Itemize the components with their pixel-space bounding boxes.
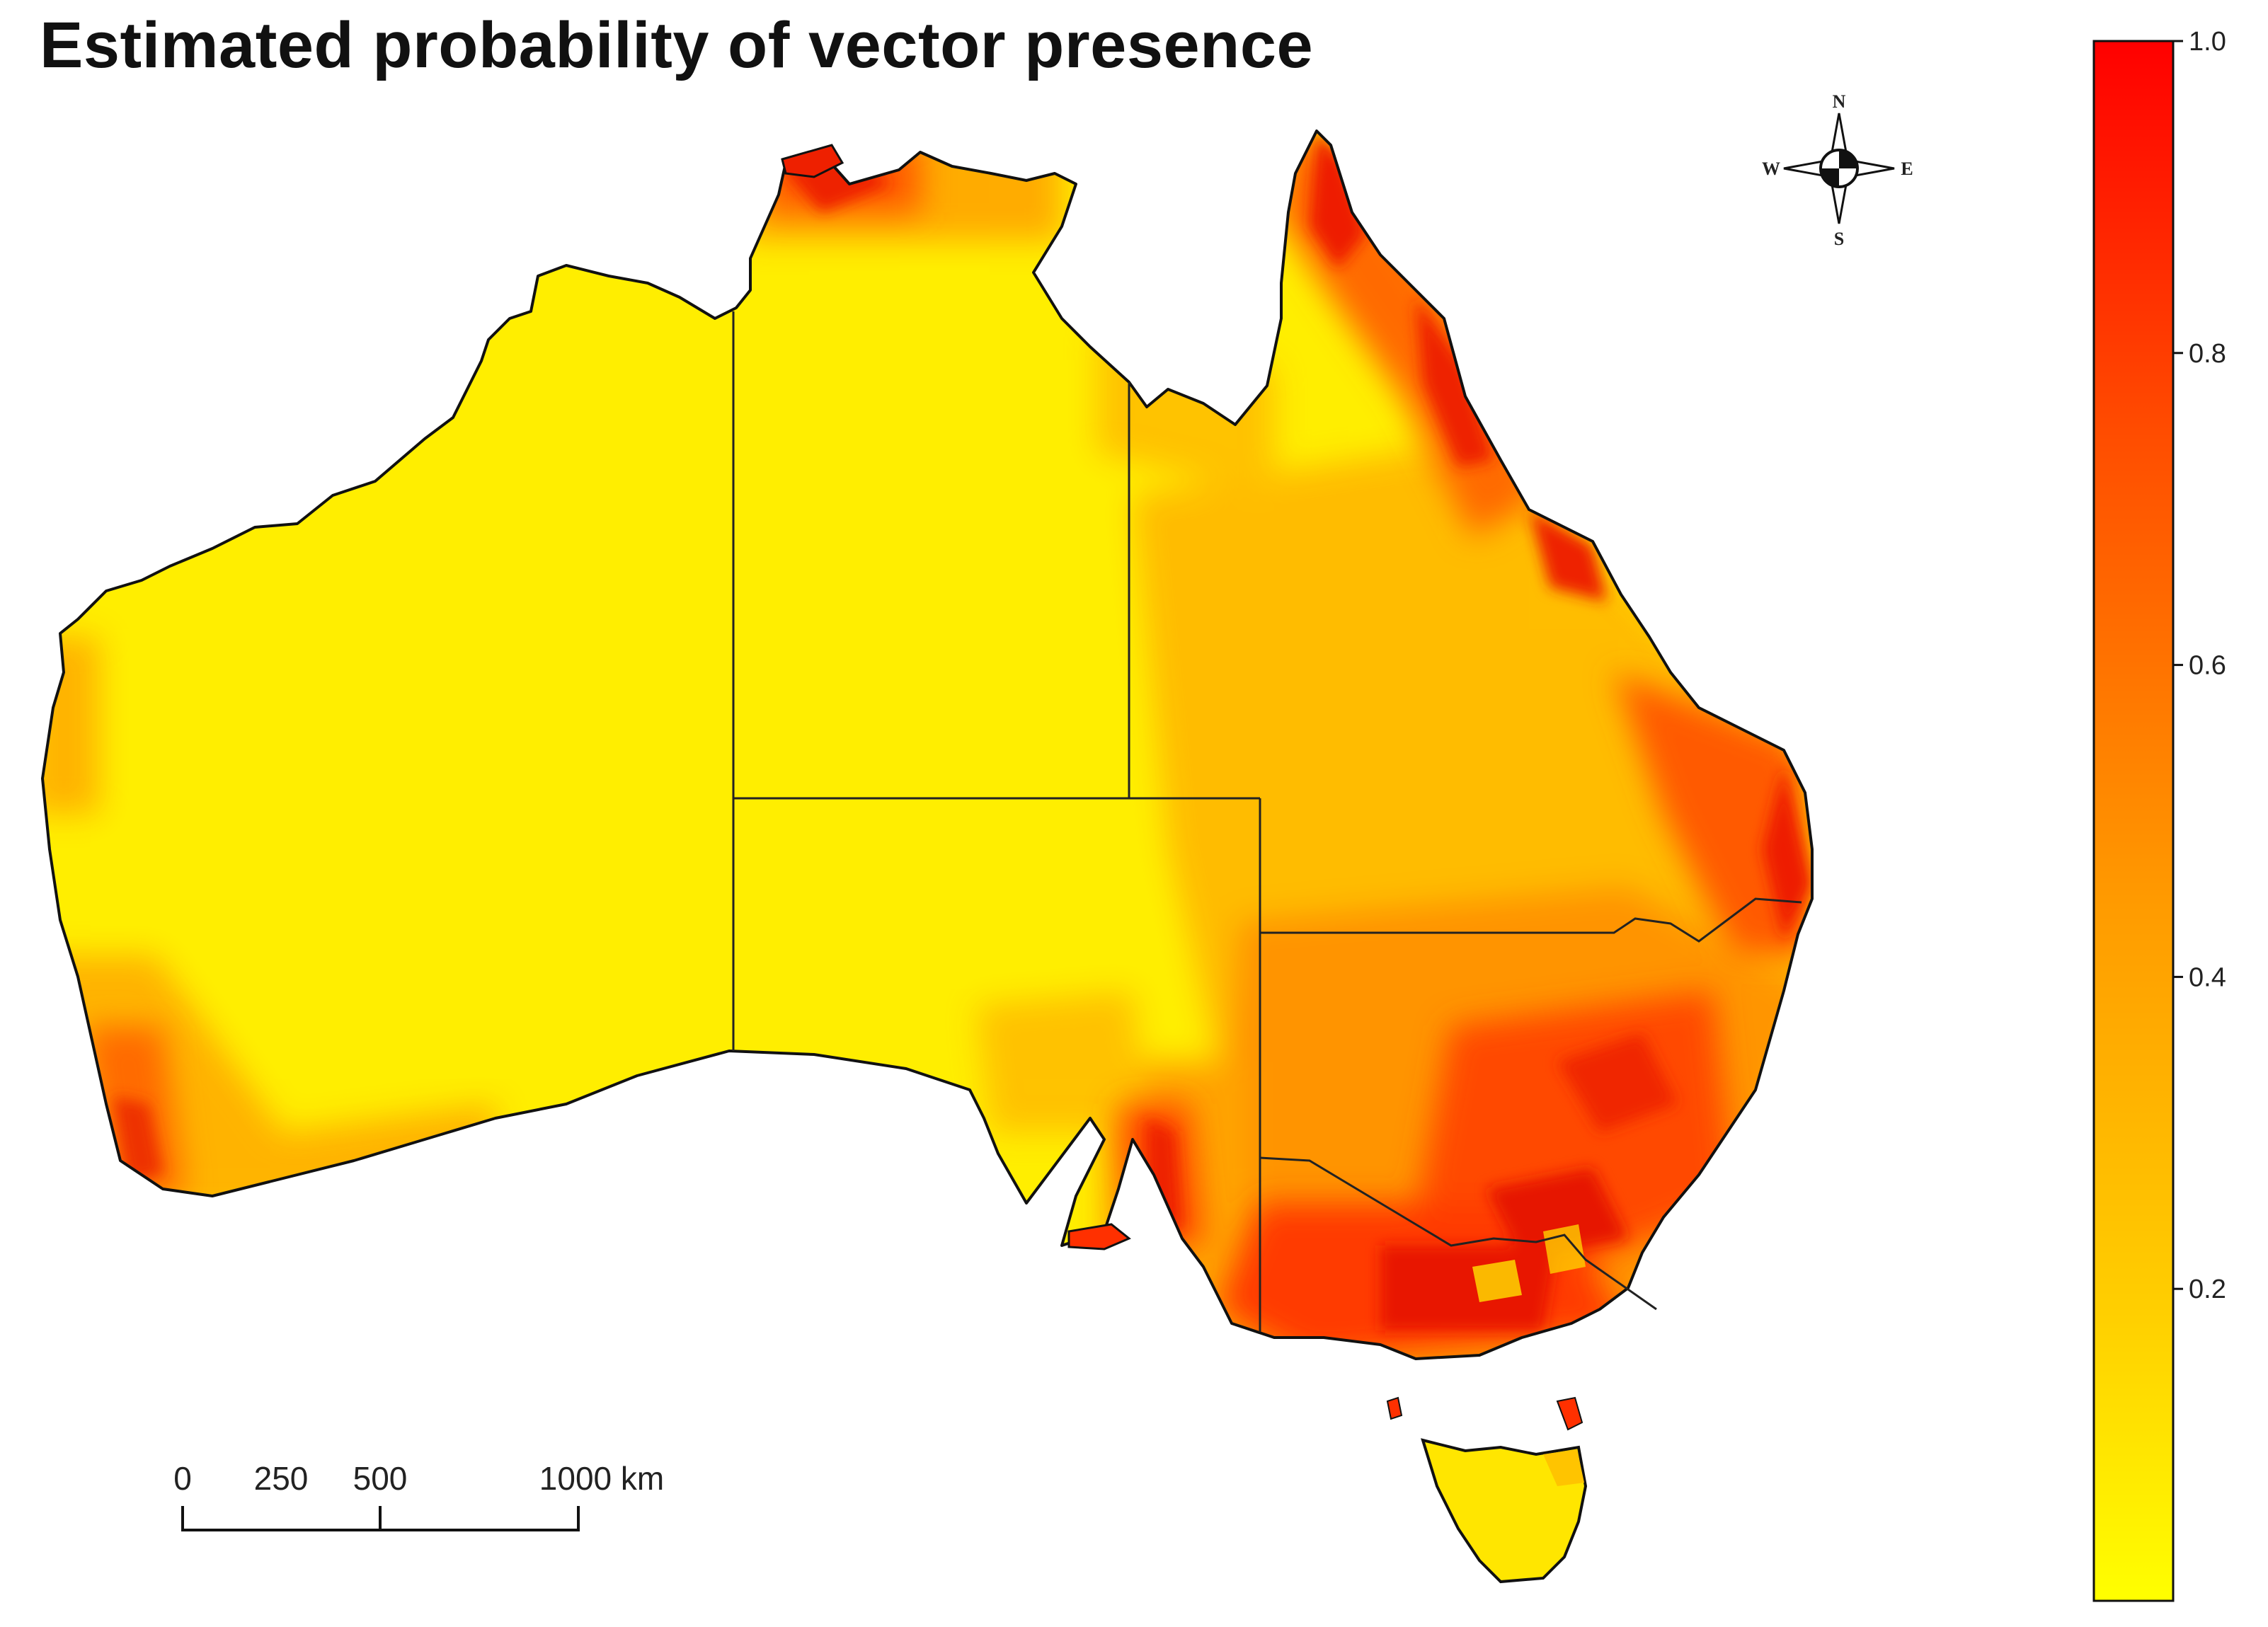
page-title: Estimated probability of vector presence: [40, 9, 1314, 81]
legend-tick-label: 0.6: [2189, 651, 2226, 681]
compass-west-label: W: [1762, 159, 1780, 179]
melville-island: [781, 144, 844, 178]
legend-gradient-bar: [2092, 40, 2175, 1602]
scale-label-250: 250: [254, 1460, 309, 1497]
australia-mainland: [41, 130, 1814, 1360]
legend-tick-label: 1.0: [2189, 27, 2226, 57]
islands: [781, 144, 1588, 1584]
legend-tick-label: 0.2: [2189, 1275, 2226, 1304]
tasmania-ne-highlight: [1543, 1449, 1584, 1486]
state-borders: [732, 311, 1802, 1332]
kangaroo-island: [1067, 1223, 1131, 1251]
scale-bar-line: [181, 1506, 580, 1531]
legend-colorbar: 1.0 0.8 0.6 0.4 0.2: [2092, 27, 2226, 1602]
scale-bar: 0 250 500 1000 km: [173, 1460, 664, 1531]
legend-ticks: 1.0 0.8 0.6 0.4 0.2: [2173, 27, 2226, 1304]
king-island: [1386, 1396, 1403, 1420]
compass-north-label: N: [1833, 91, 1846, 112]
flinders-island: [1556, 1396, 1583, 1431]
scale-label-500: 500: [353, 1460, 408, 1497]
legend-tick-label: 0.8: [2189, 339, 2226, 369]
compass-rose: N S E W: [1762, 91, 1913, 249]
compass-south-label: S: [1834, 229, 1844, 249]
scale-label-0: 0: [173, 1460, 192, 1497]
scale-label-1000: 1000 km: [539, 1460, 664, 1497]
border-qld-nsw: [1260, 897, 1802, 943]
border-nsw-vic: [1259, 1156, 1657, 1311]
legend-tick-label: 0.4: [2189, 962, 2226, 992]
compass-east-label: E: [1901, 159, 1913, 179]
tasmania: [1421, 1438, 1588, 1584]
